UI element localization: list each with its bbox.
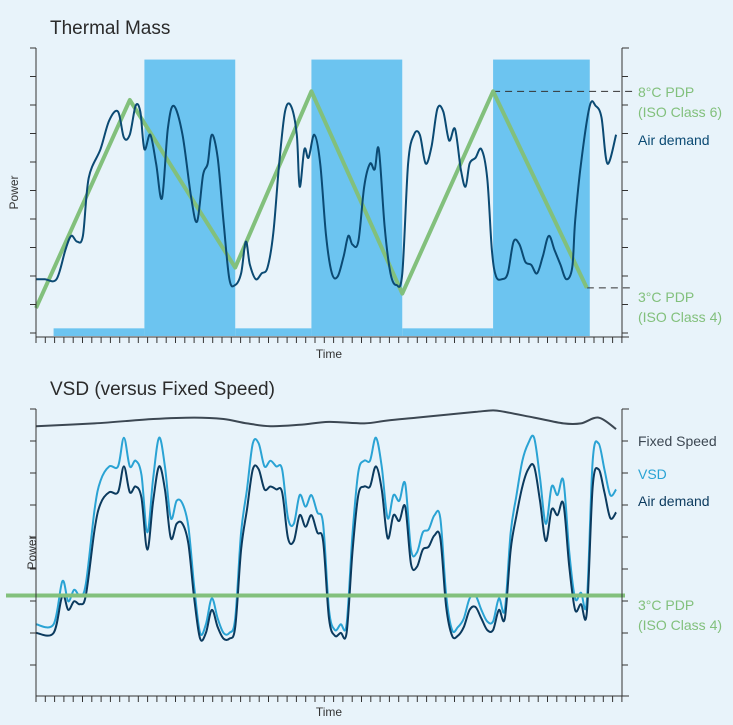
chart-2-legend: Fixed Speed VSD Air demand 3°C PDP (ISO Clas… [638,433,722,633]
legend-label: Air demand [638,132,710,148]
chart-title: Thermal Mass [50,18,170,39]
blue-block [402,328,494,336]
legend-label: 3°C PDP [638,289,694,305]
chart-title: VSD (versus Fixed Speed) [50,379,275,400]
legend-label: Air demand [638,493,710,509]
legend-label: 3°C PDP [638,597,694,613]
chart-1-legend: 8°C PDP (ISO Class 6) Air demand 3°C PDP (IS… [638,84,722,325]
air-demand-line [36,100,618,288]
legend-label: (ISO Class 6) [638,104,722,120]
blue-block [311,59,403,337]
chart-2-axes: VSD (versus Fixed Speed) Time Power [25,379,629,719]
legend-label: VSD [638,466,667,482]
chart-1-plot [34,59,634,337]
legend-label: (ISO Class 4) [638,617,722,633]
blue-block [235,328,312,336]
dryer-sawtooth-line [34,89,589,309]
vsd-line [35,434,617,636]
blue-block [53,328,145,336]
fixed-speed-line [35,409,617,430]
chart-1-axes: Thermal Mass Time Power [7,18,629,361]
legend-label: (ISO Class 4) [638,309,722,325]
x-axis-label: Time [316,705,343,719]
air-demand-line [35,463,617,642]
y-axis-label: Power [7,175,21,209]
blue-block [493,59,590,337]
chart-2-plot [6,409,625,642]
legend-label: Fixed Speed [638,433,717,449]
y-axis-label: Power [25,535,39,569]
x-axis-label: Time [316,347,343,361]
legend-label: 8°C PDP [638,84,694,100]
